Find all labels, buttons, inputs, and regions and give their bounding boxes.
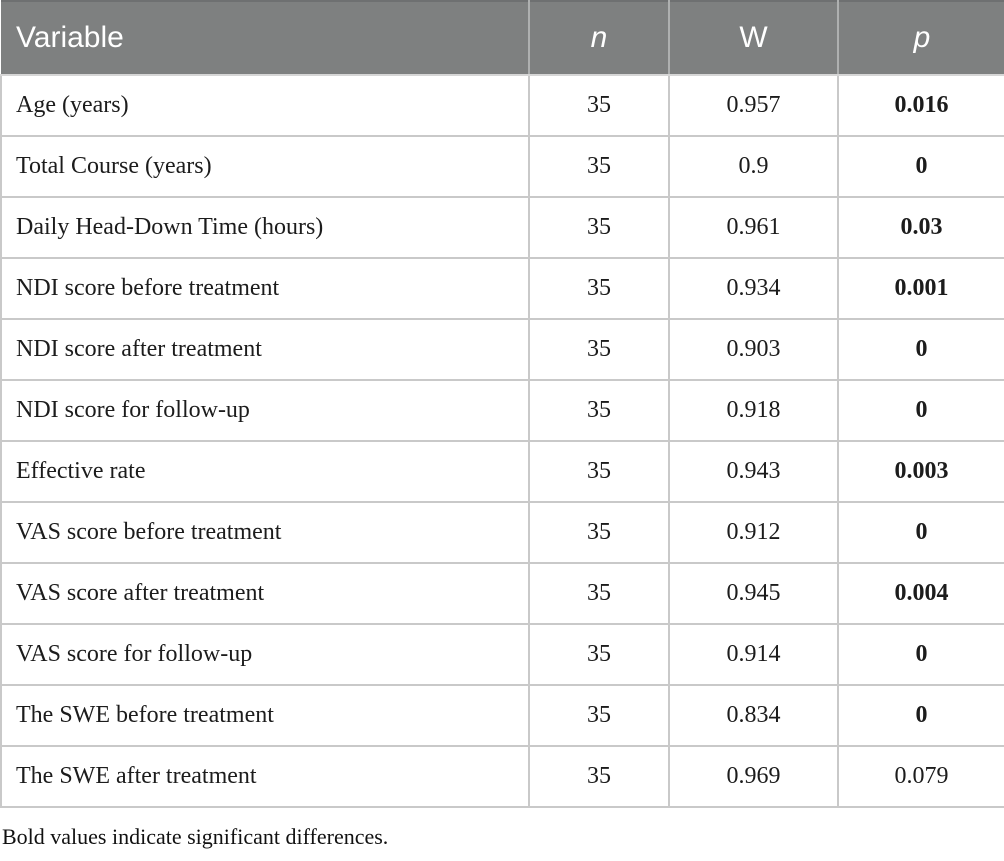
table-row: NDI score before treatment 35 0.934 0.001 <box>0 257 1004 320</box>
cell-variable: Daily Head-Down Time (hours) <box>0 196 530 259</box>
cell-p: 0 <box>837 684 1004 747</box>
cell-p: 0.001 <box>837 257 1004 320</box>
cell-p: 0 <box>837 318 1004 381</box>
cell-p: 0 <box>837 379 1004 442</box>
cell-variable: NDI score before treatment <box>0 257 530 320</box>
cell-p: 0 <box>837 623 1004 686</box>
cell-variable: VAS score after treatment <box>0 562 530 625</box>
table-row: The SWE before treatment 35 0.834 0 <box>0 684 1004 747</box>
cell-n: 35 <box>528 257 670 320</box>
table-row: Total Course (years) 35 0.9 0 <box>0 135 1004 198</box>
cell-p: 0.03 <box>837 196 1004 259</box>
cell-variable: Effective rate <box>0 440 530 503</box>
cell-variable: Total Course (years) <box>0 135 530 198</box>
column-header-p: p <box>838 0 1004 76</box>
cell-variable: Age (years) <box>0 74 530 137</box>
cell-w: 0.957 <box>668 74 839 137</box>
cell-w: 0.961 <box>668 196 839 259</box>
cell-n: 35 <box>528 318 670 381</box>
cell-n: 35 <box>528 196 670 259</box>
cell-variable: VAS score before treatment <box>0 501 530 564</box>
cell-w: 0.943 <box>668 440 839 503</box>
cell-n: 35 <box>528 623 670 686</box>
table-row: Daily Head-Down Time (hours) 35 0.961 0.03 <box>0 196 1004 259</box>
cell-variable: The SWE before treatment <box>0 684 530 747</box>
table-row: VAS score after treatment 35 0.945 0.004 <box>0 562 1004 625</box>
cell-n: 35 <box>528 501 670 564</box>
cell-variable: The SWE after treatment <box>0 745 530 808</box>
cell-variable: VAS score for follow-up <box>0 623 530 686</box>
cell-w: 0.918 <box>668 379 839 442</box>
cell-w: 0.912 <box>668 501 839 564</box>
table-footnote: Bold values indicate significant differe… <box>2 824 389 849</box>
cell-variable: NDI score after treatment <box>0 318 530 381</box>
normality-test-table: Variable n W p Age (years) 35 0.957 0.016 To… <box>0 0 1004 808</box>
cell-w: 0.945 <box>668 562 839 625</box>
cell-n: 35 <box>528 74 670 137</box>
table-row: NDI score after treatment 35 0.903 0 <box>0 318 1004 381</box>
cell-w: 0.914 <box>668 623 839 686</box>
cell-n: 35 <box>528 745 670 808</box>
table-row: Effective rate 35 0.943 0.003 <box>0 440 1004 503</box>
cell-p: 0.016 <box>837 74 1004 137</box>
cell-p: 0.079 <box>837 745 1004 808</box>
column-header-n: n <box>529 0 670 76</box>
cell-p: 0.004 <box>837 562 1004 625</box>
cell-p: 0 <box>837 135 1004 198</box>
table-row: VAS score before treatment 35 0.912 0 <box>0 501 1004 564</box>
cell-n: 35 <box>528 135 670 198</box>
table-header-row: Variable n W p <box>1 0 1004 76</box>
cell-w: 0.969 <box>668 745 839 808</box>
table-row: The SWE after treatment 35 0.969 0.079 <box>0 745 1004 808</box>
cell-variable: NDI score for follow-up <box>0 379 530 442</box>
cell-w: 0.903 <box>668 318 839 381</box>
cell-n: 35 <box>528 684 670 747</box>
cell-w: 0.934 <box>668 257 839 320</box>
column-header-variable: Variable <box>1 0 530 76</box>
cell-p: 0 <box>837 501 1004 564</box>
table-row: Age (years) 35 0.957 0.016 <box>0 74 1004 137</box>
column-header-w: W <box>669 0 839 76</box>
cell-w: 0.9 <box>668 135 839 198</box>
table-row: VAS score for follow-up 35 0.914 0 <box>0 623 1004 686</box>
cell-w: 0.834 <box>668 684 839 747</box>
cell-n: 35 <box>528 379 670 442</box>
table-body: Age (years) 35 0.957 0.016 Total Course (yea… <box>0 74 1004 808</box>
cell-p: 0.003 <box>837 440 1004 503</box>
table-row: NDI score for follow-up 35 0.918 0 <box>0 379 1004 442</box>
cell-n: 35 <box>528 562 670 625</box>
table-header: Variable n W p <box>1 0 1004 76</box>
cell-n: 35 <box>528 440 670 503</box>
